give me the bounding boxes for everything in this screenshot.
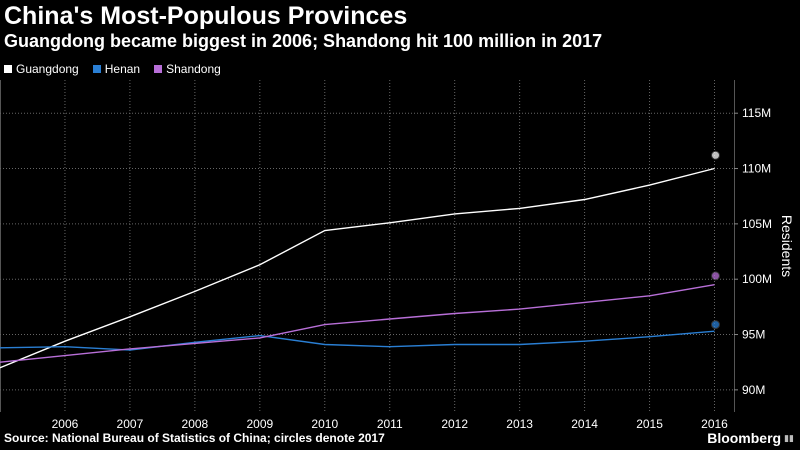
series-line-shandong — [0, 284, 715, 363]
y-tick-label: 95M — [742, 328, 765, 342]
legend-swatch-guangdong — [4, 65, 12, 73]
x-tick-label: 2007 — [117, 417, 144, 431]
x-tick-label: 2008 — [182, 417, 209, 431]
legend-swatch-henan — [92, 65, 101, 73]
legend-swatch-shandong — [154, 65, 163, 73]
series-line-henan — [0, 330, 715, 351]
x-tick-label: 2010 — [311, 417, 338, 431]
marker-2017-guangdong — [711, 150, 721, 160]
x-tick-label: 2009 — [246, 417, 273, 431]
bar-chart-icon: ▮▮ — [784, 432, 794, 443]
x-tick-label: 2011 — [377, 417, 403, 431]
legend-label-guangdong: Guangdong — [16, 62, 79, 76]
legend-label-henan: Henan — [104, 62, 141, 76]
brand-name: Bloomberg — [707, 430, 782, 446]
legend-item-henan: Henan — [92, 62, 141, 76]
x-tick-label: 2013 — [506, 417, 533, 431]
source-note: Source: National Bureau of Statistics of… — [4, 431, 385, 445]
chart-title: China's Most-Populous Provinces — [4, 2, 408, 30]
x-tick-label: 2006 — [52, 417, 79, 431]
x-tick-label: 2014 — [571, 417, 598, 431]
y-tick-label: 105M — [742, 217, 772, 231]
series-line-guangdong — [0, 167, 715, 369]
marker-2017-shandong — [711, 271, 721, 281]
chart-subtitle: Guangdong became biggest in 2006; Shando… — [4, 31, 603, 51]
legend: Guangdong Henan Shandong — [4, 61, 235, 77]
y-tick-label: 115M — [742, 106, 771, 120]
x-tick-label: 2016 — [701, 417, 728, 431]
x-tick-label: 2012 — [441, 417, 468, 431]
marker-2017-henan — [711, 320, 721, 330]
bloomberg-logo: Bloomberg ▮▮ — [707, 430, 794, 446]
x-tick-label: 2015 — [636, 417, 663, 431]
legend-item-shandong: Shandong — [154, 62, 221, 76]
y-axis-label: Residents — [779, 215, 795, 277]
legend-item-guangdong: Guangdong — [4, 62, 79, 76]
y-tick-label: 100M — [742, 272, 772, 286]
legend-label-shandong: Shandong — [166, 62, 221, 76]
y-tick-label: 90M — [742, 383, 765, 397]
y-tick-label: 110M — [742, 162, 771, 176]
